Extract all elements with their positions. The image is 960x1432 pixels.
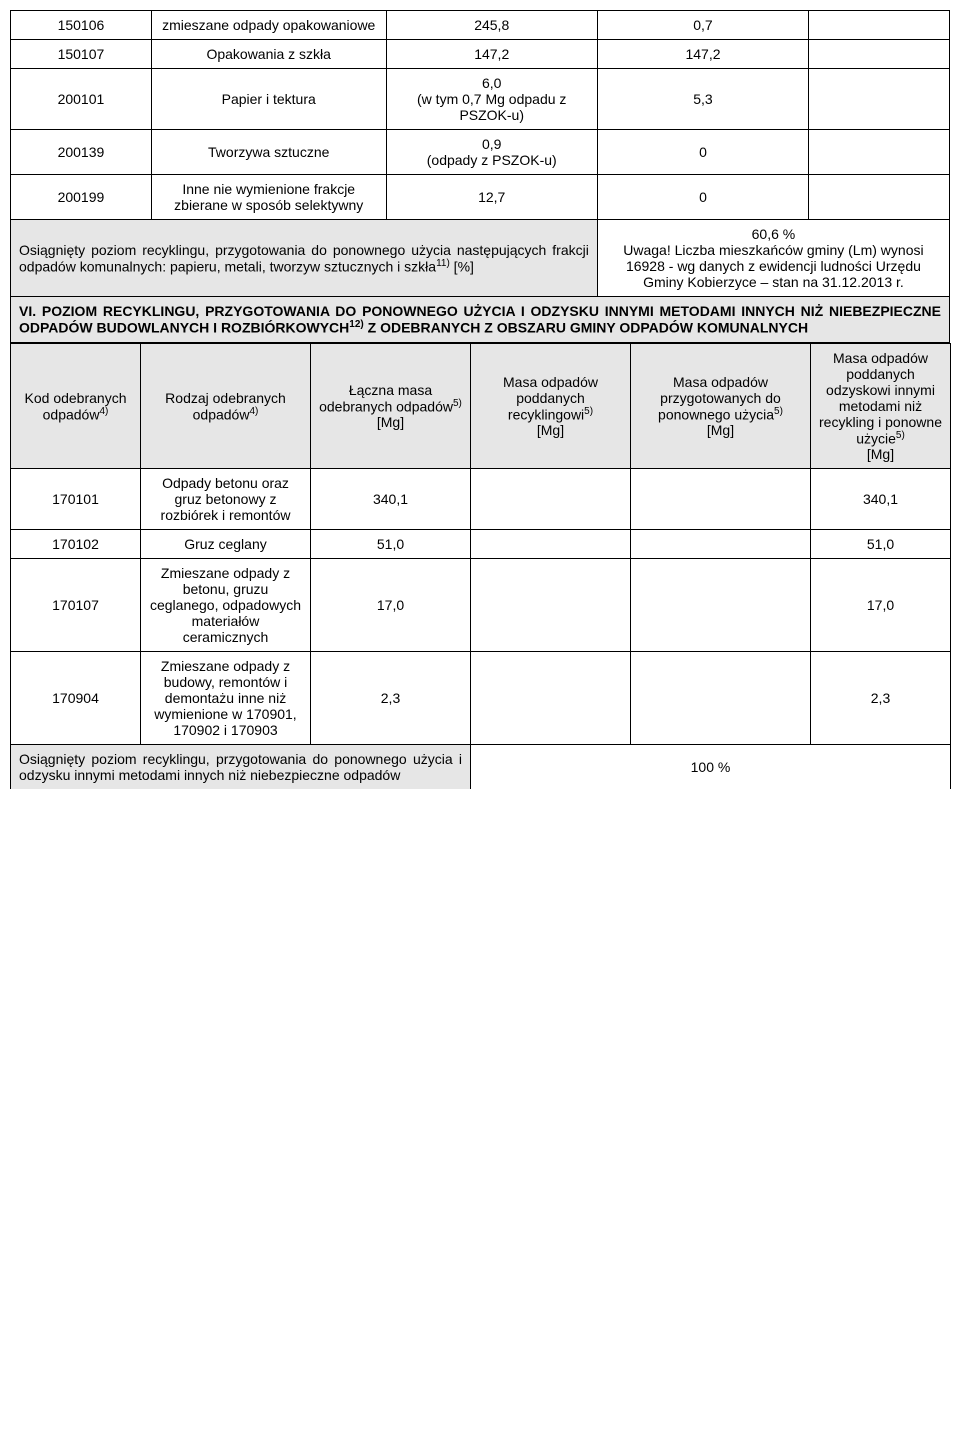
value-cell: 17,0 [311,559,471,652]
name-cell: Opakowania z szkła [151,40,386,69]
name-cell: Zmieszane odpady z budowy, remontów i de… [141,652,311,745]
table-row: 170904 Zmieszane odpady z budowy, remont… [11,652,951,745]
name-cell: zmieszane odpady opakowaniowe [151,11,386,40]
value-cell [471,559,631,652]
code-cell: 170904 [11,652,141,745]
empty-cell [809,69,950,130]
code-cell: 200139 [11,130,152,175]
name-cell: Papier i tektura [151,69,386,130]
summary-left: Osiągnięty poziom recyklingu, przygotowa… [11,220,598,297]
value-cell: 147,2 [597,40,808,69]
header-cell: Masa odpadów poddanych odzyskowi innymi … [811,343,951,469]
value-cell: 2,3 [811,652,951,745]
name-cell: Gruz ceglany [141,530,311,559]
waste-table-2: Kod odebranych odpadów4) Rodzaj odebrany… [10,343,951,790]
value-cell: 0 [597,130,808,175]
name-cell: Tworzywa sztuczne [151,130,386,175]
summary-right: 100 % [471,745,951,790]
table-row: 200139 Tworzywa sztuczne 0,9 (odpady z P… [11,130,950,175]
code-cell: 170102 [11,530,141,559]
summary-right: 60,6 % Uwaga! Liczba mieszkańców gminy (… [597,220,949,297]
section-heading-row: VI. POZIOM RECYKLINGU, PRZYGOTOWANIA DO … [11,297,950,343]
code-cell: 150107 [11,40,152,69]
empty-cell [809,175,950,220]
value-cell: 245,8 [386,11,597,40]
table-row: 170107 Zmieszane odpady z betonu, gruzu … [11,559,951,652]
summary-row: Osiągnięty poziom recyklingu, przygotowa… [11,220,950,297]
header-cell: Rodzaj odebranych odpadów4) [141,343,311,469]
code-cell: 150106 [11,11,152,40]
value-cell [631,530,811,559]
value-cell: 340,1 [311,469,471,530]
value-cell: 12,7 [386,175,597,220]
table-row: 200101 Papier i tektura 6,0 (w tym 0,7 M… [11,69,950,130]
header-cell: Masa odpadów przygotowanych do ponownego… [631,343,811,469]
code-cell: 200199 [11,175,152,220]
value-cell [471,530,631,559]
section-6-heading: VI. POZIOM RECYKLINGU, PRZYGOTOWANIA DO … [11,297,950,343]
value-cell [631,469,811,530]
table-row: 170102 Gruz ceglany 51,0 51,0 [11,530,951,559]
waste-table-1: 150106 zmieszane odpady opakowaniowe 245… [10,10,950,343]
value-cell: 0 [597,175,808,220]
table-row: 200199 Inne nie wymienione frakcje zbier… [11,175,950,220]
value-cell: 147,2 [386,40,597,69]
header-cell: Kod odebranych odpadów4) [11,343,141,469]
name-cell: Inne nie wymienione frakcje zbierane w s… [151,175,386,220]
header-cell: Masa odpadów poddanych recyklingowi5)[Mg… [471,343,631,469]
value-cell: 5,3 [597,69,808,130]
empty-cell [809,130,950,175]
value-cell: 2,3 [311,652,471,745]
value-cell: 0,7 [597,11,808,40]
name-cell: Zmieszane odpady z betonu, gruzu ceglane… [141,559,311,652]
value-cell: 51,0 [311,530,471,559]
value-cell [631,652,811,745]
value-cell: 51,0 [811,530,951,559]
header-cell: Łączna masa odebranych odpadów5)[Mg] [311,343,471,469]
summary-left: Osiągnięty poziom recyklingu, przygotowa… [11,745,471,790]
value-cell [471,469,631,530]
table-row: 150107 Opakowania z szkła 147,2 147,2 [11,40,950,69]
value-cell: 6,0 (w tym 0,7 Mg odpadu z PSZOK-u) [386,69,597,130]
value-cell: 17,0 [811,559,951,652]
value-cell: 0,9 (odpady z PSZOK-u) [386,130,597,175]
table-row: 170101 Odpady betonu oraz gruz betonowy … [11,469,951,530]
value-cell [631,559,811,652]
code-cell: 200101 [11,69,152,130]
name-cell: Odpady betonu oraz gruz betonowy z rozbi… [141,469,311,530]
empty-cell [809,11,950,40]
summary-row: Osiągnięty poziom recyklingu, przygotowa… [11,745,951,790]
summary-percent: 60,6 % [606,226,941,242]
header-row: Kod odebranych odpadów4) Rodzaj odebrany… [11,343,951,469]
value-cell: 340,1 [811,469,951,530]
empty-cell [809,40,950,69]
code-cell: 170107 [11,559,141,652]
table-row: 150106 zmieszane odpady opakowaniowe 245… [11,11,950,40]
code-cell: 170101 [11,469,141,530]
summary-note: Uwaga! Liczba mieszkańców gminy (Lm) wyn… [606,242,941,290]
value-cell [471,652,631,745]
